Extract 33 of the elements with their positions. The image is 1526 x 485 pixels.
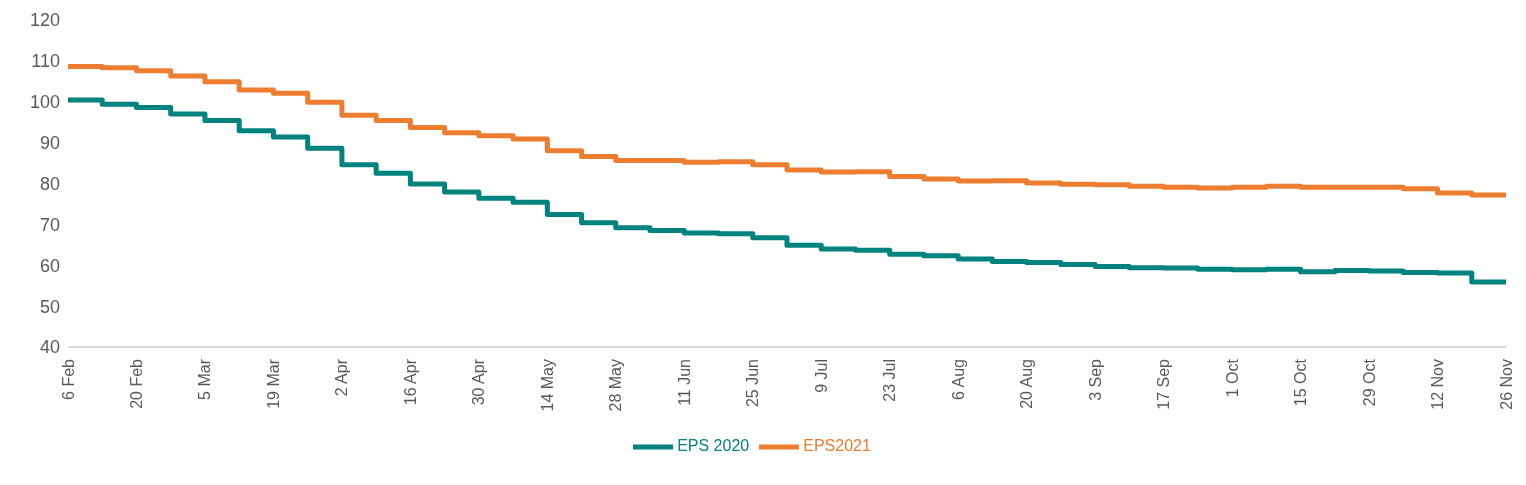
x-tick-label: 11 Jun (675, 359, 693, 406)
x-tick-label: 5 Mar (196, 358, 214, 400)
x-tick-label: 29 Oct (1360, 358, 1378, 407)
legend-label: EPS 2020 (677, 437, 750, 455)
x-tick-label: 2 Apr (333, 358, 351, 397)
y-tick-label: 90 (39, 133, 60, 154)
x-tick-label: 6 Feb (59, 358, 77, 400)
x-tick-label: 15 Oct (1292, 358, 1310, 407)
y-tick-label: 110 (31, 51, 60, 72)
x-tick-label: 16 Apr (401, 358, 419, 406)
y-tick-label: 50 (39, 296, 60, 317)
x-tick-label: 9 Jul (812, 359, 830, 393)
x-tick-label: 6 Aug (949, 359, 967, 400)
x-tick-label: 3 Sep (1086, 358, 1104, 401)
y-tick-label: 60 (39, 255, 60, 276)
y-tick-label: 40 (39, 337, 60, 358)
y-tick-label: 120 (29, 10, 60, 31)
x-tick-label: 30 Apr (470, 358, 488, 406)
y-tick-label: 100 (29, 92, 60, 113)
x-tick-label: 19 Mar (264, 358, 282, 409)
x-tick-label: 25 Jun (744, 359, 762, 408)
x-tick-label: 12 Nov (1429, 359, 1447, 410)
x-tick-label: 14 May (538, 359, 556, 412)
legend-label: EPS2021 (803, 437, 871, 455)
x-tick-label: 23 Jul (881, 359, 899, 402)
x-tick-label: 17 Sep (1155, 358, 1173, 410)
y-tick-label: 70 (39, 214, 60, 235)
x-tick-label: 20 Feb (127, 358, 145, 409)
x-tick-label: 28 May (607, 359, 625, 412)
x-tick-label: 26 Nov (1497, 359, 1515, 410)
x-tick-label: 20 Aug (1018, 359, 1036, 409)
y-tick-label: 80 (39, 173, 60, 194)
x-tick-label: 1 Oct (1223, 358, 1241, 398)
